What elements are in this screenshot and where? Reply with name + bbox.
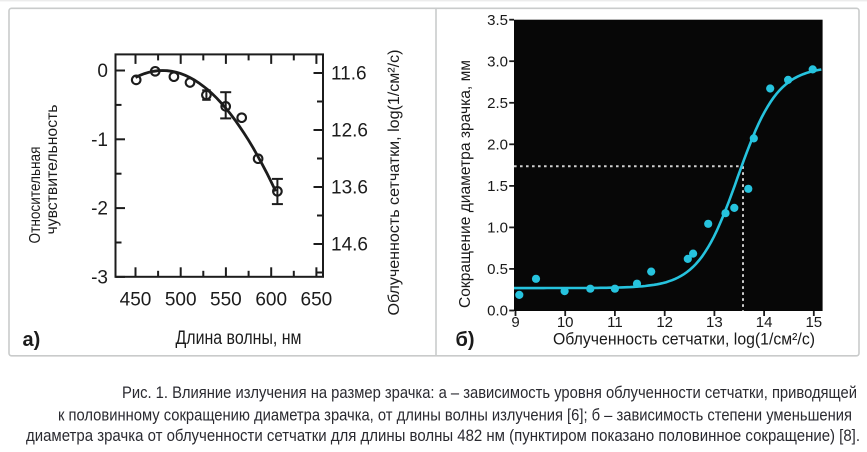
svg-text:12.6: 12.6 xyxy=(331,121,368,142)
svg-text:Облученность сетчатки, log(1/с: Облученность сетчатки, log(1/см²/с) xyxy=(553,331,815,349)
svg-text:-3: -3 xyxy=(91,268,108,289)
svg-text:к половинному сокращению диаме: к половинному сокращению диаметра зрачка… xyxy=(58,406,852,425)
svg-text:-1: -1 xyxy=(91,130,108,151)
svg-text:1.0: 1.0 xyxy=(487,220,508,237)
svg-text:650: 650 xyxy=(301,290,333,311)
svg-text:Сокращение диаметра зрачка, мм: Сокращение диаметра зрачка, мм xyxy=(457,60,474,308)
svg-text:14: 14 xyxy=(756,314,773,331)
svg-text:500: 500 xyxy=(165,290,197,311)
svg-text:чувствительность: чувствительность xyxy=(44,105,61,235)
svg-text:13: 13 xyxy=(706,314,723,331)
svg-text:б): б) xyxy=(456,329,475,351)
svg-text:11: 11 xyxy=(607,314,623,331)
svg-text:0.0: 0.0 xyxy=(487,303,508,320)
svg-text:0: 0 xyxy=(97,61,108,82)
svg-text:-2: -2 xyxy=(91,199,108,220)
svg-text:3.5: 3.5 xyxy=(487,12,508,29)
svg-text:0.5: 0.5 xyxy=(487,261,508,278)
svg-text:14.6: 14.6 xyxy=(331,235,368,256)
svg-text:15: 15 xyxy=(805,314,822,331)
svg-text:1.5: 1.5 xyxy=(487,178,508,195)
svg-text:Рис. 1. Влияние излучения на р: Рис. 1. Влияние излучения на размер зрач… xyxy=(122,383,857,402)
svg-text:11.6: 11.6 xyxy=(331,64,367,85)
svg-text:Облученность сетчатки, log(1/с: Облученность сетчатки, log(1/см²/с) xyxy=(386,50,403,316)
svg-text:диаметра зрачка от облученност: диаметра зрачка от облученности сетчатки… xyxy=(26,426,860,445)
svg-text:2.0: 2.0 xyxy=(487,137,508,154)
svg-text:550: 550 xyxy=(210,290,242,311)
svg-text:450: 450 xyxy=(120,290,152,311)
svg-text:Относительная: Относительная xyxy=(27,147,44,244)
svg-text:3.0: 3.0 xyxy=(487,53,508,70)
svg-text:2.5: 2.5 xyxy=(487,95,508,112)
svg-text:12: 12 xyxy=(656,314,673,331)
svg-text:9: 9 xyxy=(511,314,519,331)
svg-text:600: 600 xyxy=(255,290,287,311)
svg-text:13.6: 13.6 xyxy=(331,178,368,199)
svg-text:а): а) xyxy=(23,329,41,351)
svg-text:Длина волны, нм: Длина волны, нм xyxy=(176,328,302,349)
svg-text:10: 10 xyxy=(557,314,574,331)
